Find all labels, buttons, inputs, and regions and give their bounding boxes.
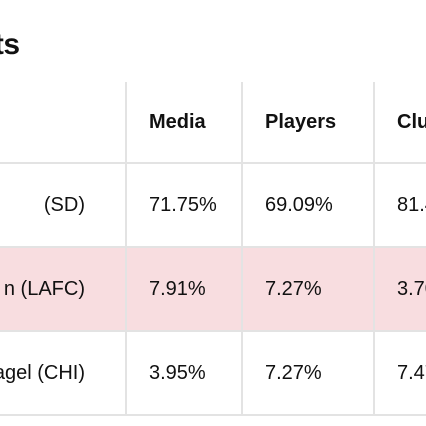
table-row: (SD) 71.75% 69.09% 81.4	[0, 163, 426, 248]
players-cell: 7.27%	[241, 331, 374, 416]
media-cell: 7.91%	[125, 247, 242, 332]
table-row: agel (CHI) 3.95% 7.27% 7.47	[0, 331, 426, 416]
column-header-clubs: Clu	[373, 82, 426, 164]
clubs-cell: 3.70	[373, 247, 426, 332]
clubs-cell: 81.4	[373, 163, 426, 248]
table-row-highlighted: n (LAFC) 7.91% 7.27% 3.70	[0, 247, 426, 332]
table-header-row: Media Players Clu	[0, 82, 426, 164]
row-name-cell: (SD)	[0, 163, 126, 248]
players-cell: 69.09%	[241, 163, 374, 248]
results-table: Media Players Clu (SD) 71.75% 69.09% 81.…	[0, 82, 426, 416]
column-header-name	[0, 82, 126, 164]
row-name-cell: agel (CHI)	[0, 331, 126, 416]
media-cell: 71.75%	[125, 163, 242, 248]
row-name-cell: n (LAFC)	[0, 247, 126, 332]
clubs-cell: 7.47	[373, 331, 426, 416]
column-header-media: Media	[125, 82, 242, 164]
media-cell: 3.95%	[125, 331, 242, 416]
page-title: lts	[0, 28, 20, 61]
column-header-players: Players	[241, 82, 374, 164]
players-cell: 7.27%	[241, 247, 374, 332]
